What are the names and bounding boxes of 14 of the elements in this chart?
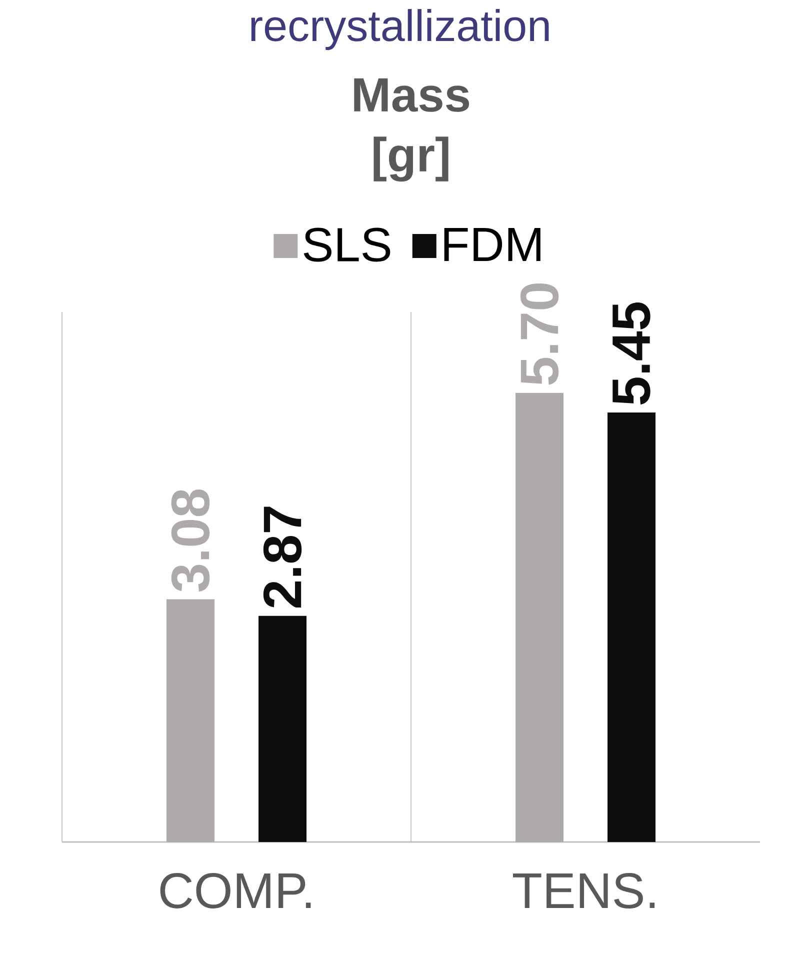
bar — [515, 392, 564, 842]
x-tick-label: TENS. — [513, 873, 655, 908]
data-label: 3.08 — [171, 489, 210, 592]
bar — [607, 412, 656, 842]
x-tick-label: COMP. — [160, 873, 311, 908]
bar — [258, 616, 306, 842]
data-label: 5.70 — [520, 284, 559, 385]
text: recrystallization — [251, 9, 549, 50]
legend-label: SLS — [304, 228, 390, 262]
data-label: 5.45 — [612, 302, 650, 404]
data-label: 2.87 — [263, 506, 302, 608]
bar — [166, 599, 214, 842]
chart-title: Mass [gr] — [354, 78, 470, 182]
legend-label: FDM — [444, 228, 540, 262]
